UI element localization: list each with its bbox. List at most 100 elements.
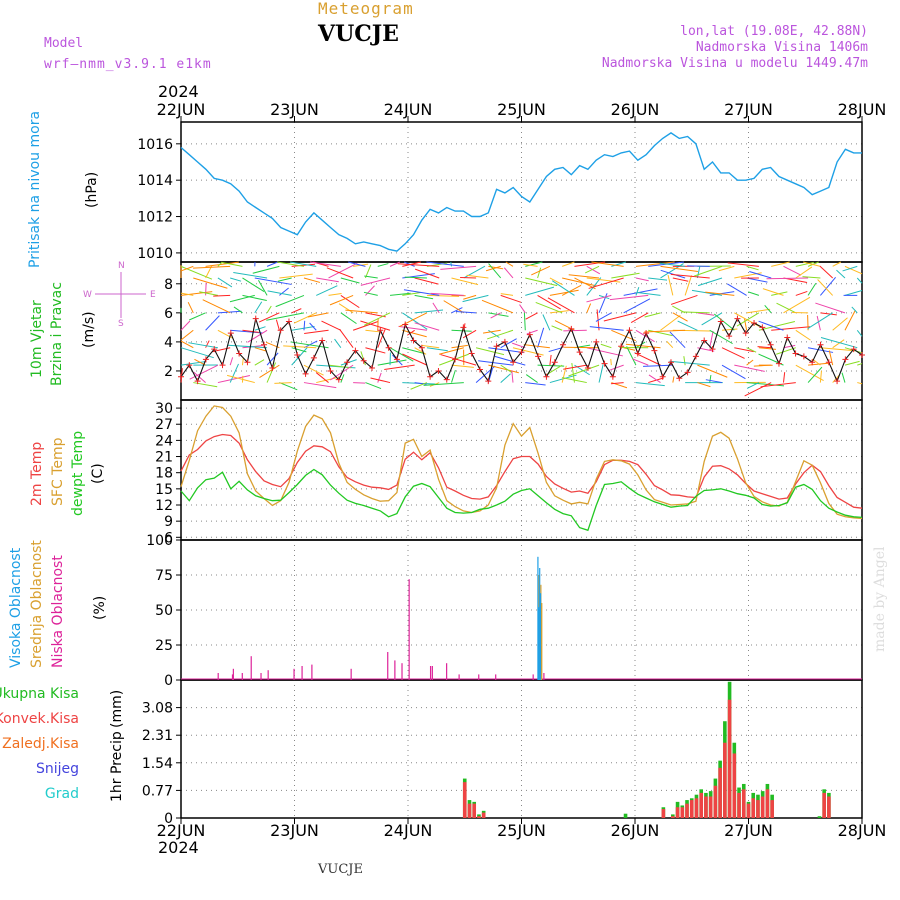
wind-arrow xyxy=(402,312,428,330)
wind-arrow xyxy=(329,294,354,306)
wind-arrow xyxy=(217,277,233,288)
wind-arrow xyxy=(291,308,302,314)
y-tick-label: 0 xyxy=(164,811,173,827)
wind-arrow xyxy=(734,347,754,353)
wind-arrow xyxy=(802,276,821,279)
wind-arrow xyxy=(609,294,649,301)
wind-arrow xyxy=(451,369,456,383)
wind-arrow xyxy=(795,266,813,279)
wind-arrow xyxy=(820,277,836,296)
conv-precip-bar xyxy=(675,807,680,818)
wind-arrow xyxy=(193,371,206,383)
wind-arrow xyxy=(537,327,545,348)
x-tick-label-bottom: 25JUN xyxy=(497,821,546,840)
conv-precip-bar xyxy=(723,742,727,818)
wind-arrow xyxy=(746,359,754,366)
wind-arrow xyxy=(402,292,421,296)
wind-arrow xyxy=(488,263,502,279)
wind-arrow xyxy=(625,343,661,349)
wind-speed-marker xyxy=(319,337,326,344)
wind-arrow xyxy=(494,355,526,366)
x-tick-label-top: 28JUN xyxy=(838,100,887,119)
wind-arrow xyxy=(259,364,280,378)
wind-arrow xyxy=(254,347,268,352)
wind-arrow xyxy=(290,341,329,349)
wind-arrow xyxy=(564,346,600,349)
wind-arrow xyxy=(721,364,746,380)
conv-precip-bar xyxy=(727,699,732,818)
wind-speed-marker xyxy=(643,330,650,337)
x-tick-label-top: 24JUN xyxy=(384,100,433,119)
wind-arrow xyxy=(254,326,266,331)
wind-dir-e: E xyxy=(150,290,156,300)
wind-speed-marker xyxy=(751,320,758,327)
wind-speed-marker xyxy=(252,315,259,322)
conv-precip-bar xyxy=(708,796,713,818)
wind-arrow xyxy=(254,301,263,314)
conv-precip-bar xyxy=(472,803,477,818)
wind-arrow xyxy=(462,294,489,303)
wind-arrow xyxy=(360,277,391,286)
wind-arrow xyxy=(603,312,637,322)
wind-arrow xyxy=(423,382,464,386)
wind-arrow xyxy=(586,294,612,303)
wind-arrow xyxy=(242,329,259,333)
wind-arrow xyxy=(403,289,440,296)
wind-arrow xyxy=(828,350,834,366)
wind-arrow xyxy=(836,269,846,279)
wind-arrow xyxy=(589,326,624,331)
wind-arrow xyxy=(187,301,194,314)
wind-arrow xyxy=(820,347,853,351)
wind-arrow xyxy=(500,338,517,349)
wind-speed-marker xyxy=(227,330,234,337)
wind-arrow xyxy=(816,315,821,331)
wind-speed-marker xyxy=(535,353,542,360)
wind-arrow xyxy=(500,294,522,303)
wind-arrow xyxy=(568,274,600,279)
wind-arrow xyxy=(660,314,681,331)
wind-arrow xyxy=(696,266,701,279)
wind-speed-marker xyxy=(742,330,749,337)
wind-arrow xyxy=(290,261,317,267)
wind-arrow xyxy=(242,277,265,292)
wind-arrow xyxy=(328,293,342,296)
wind-arrow xyxy=(844,309,856,331)
wind-speed-marker xyxy=(784,334,791,341)
wind-speed-marker xyxy=(393,356,400,363)
wind-arrow xyxy=(414,294,434,300)
wind-arrow xyxy=(795,364,824,382)
wind-speed-marker xyxy=(775,360,782,367)
wind-arrow xyxy=(488,364,519,374)
wind-arrow xyxy=(475,347,505,356)
wind-arrow xyxy=(304,329,329,334)
wind-speed-marker xyxy=(261,341,268,348)
wind-arrow xyxy=(328,262,358,279)
wind-arrow xyxy=(364,312,391,326)
wind-arrow xyxy=(450,261,453,267)
y-tick-label: 6 xyxy=(164,530,173,546)
wind-arrow xyxy=(291,326,315,331)
wind-arrow xyxy=(585,265,600,274)
wind-speed-marker xyxy=(551,359,558,366)
y-tick-label: 2.31 xyxy=(142,728,173,744)
wind-arrow xyxy=(783,296,811,314)
conv-precip-bar xyxy=(661,809,666,818)
conv-precip-bar xyxy=(770,800,774,818)
wind-arrow xyxy=(727,262,759,267)
wind-arrow xyxy=(440,354,477,366)
wind-speed-marker xyxy=(800,353,807,360)
wind-speed-marker xyxy=(360,357,367,364)
wind-arrow xyxy=(856,329,863,337)
wind-arrow xyxy=(626,346,637,366)
wind-arrow xyxy=(353,382,366,384)
wind-arrow xyxy=(339,328,354,349)
wind-arrow xyxy=(303,320,306,331)
wind-arrow xyxy=(523,263,538,267)
wind-arrow xyxy=(659,262,686,267)
wind-arrow xyxy=(321,320,342,331)
wind-arrow xyxy=(205,315,220,331)
conv-precip-bar xyxy=(704,796,708,818)
wind-speed-marker xyxy=(402,321,409,328)
wind-arrow xyxy=(340,277,360,284)
wind-arrow xyxy=(749,271,772,279)
